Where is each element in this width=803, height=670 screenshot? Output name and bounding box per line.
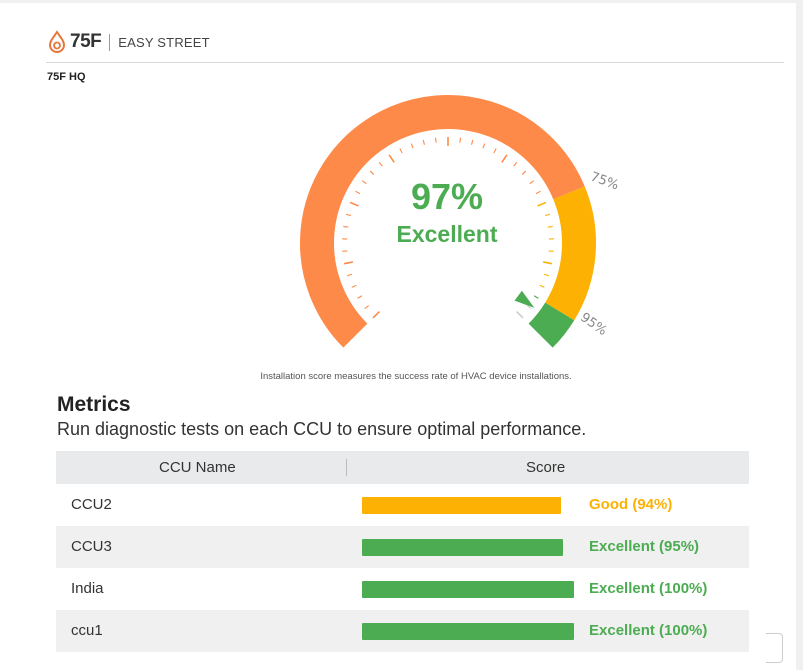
gauge-tick xyxy=(355,190,361,195)
gauge-tick xyxy=(493,148,497,154)
gauge-tick xyxy=(351,284,357,288)
gauge-tick xyxy=(537,201,547,207)
column-header-ccu-name[interactable]: CCU Name xyxy=(159,459,236,476)
gauge-tick xyxy=(345,213,351,217)
header-divider xyxy=(109,33,111,51)
gauge-tick xyxy=(399,148,403,154)
score-bar xyxy=(362,623,574,640)
gauge-tick xyxy=(357,295,363,299)
score-bar xyxy=(362,539,564,556)
brand-logo-text: 75F xyxy=(70,31,102,52)
table-row[interactable]: CCU2 Good (94%) xyxy=(56,484,749,526)
gauge-tick xyxy=(501,154,508,163)
gauge-caption: Installation score measures the success … xyxy=(260,371,572,382)
gauge-tick xyxy=(378,162,383,167)
gauge-tick xyxy=(513,162,518,167)
gauge-tick xyxy=(372,311,380,319)
gauge-tick xyxy=(482,143,486,149)
table-row[interactable]: CCU3 Excellent (95%) xyxy=(56,526,749,568)
ccu-name: ccu1 xyxy=(71,622,103,639)
gauge-tick xyxy=(459,137,462,143)
column-divider xyxy=(346,459,347,476)
gauge-tick xyxy=(516,311,524,319)
gauge-tick xyxy=(343,261,354,265)
gauge-tick xyxy=(364,305,370,310)
gauge-tick xyxy=(535,190,541,195)
gauge-tick xyxy=(471,139,474,145)
gauge-tick xyxy=(343,225,349,228)
score-grade: Excellent xyxy=(396,221,498,247)
gauge-tick xyxy=(388,154,395,163)
score-status: Excellent (100%) xyxy=(589,622,708,639)
gauge-tick xyxy=(361,180,367,185)
gauge-tick xyxy=(542,261,553,265)
score-percentage: 97% xyxy=(410,176,484,217)
table-row[interactable]: India Excellent (100%) xyxy=(56,568,749,610)
gauge-tick xyxy=(521,170,527,175)
gauge-pointer xyxy=(514,290,535,308)
ccu-name: India xyxy=(71,580,104,597)
flame-drop-icon xyxy=(48,30,66,53)
gauge-tick xyxy=(526,305,532,310)
gauge-tick xyxy=(533,295,539,299)
score-status: Excellent (95%) xyxy=(589,538,700,555)
gauge-tick xyxy=(539,284,545,288)
gauge-tick xyxy=(422,139,425,145)
gauge-tick xyxy=(545,213,551,217)
gauge-tick xyxy=(434,137,437,143)
dashboard-panel: 75F EASY STREET 75F HQ 75% 95% 97% Excel… xyxy=(0,3,796,670)
installation-score-gauge xyxy=(300,95,596,348)
gauge-band-high xyxy=(528,302,575,348)
site-name[interactable]: EASY STREET xyxy=(118,34,210,50)
header-divider-line xyxy=(46,62,784,63)
metrics-subtitle: Run diagnostic tests on each CCU to ensu… xyxy=(57,419,587,439)
scroll-handle[interactable] xyxy=(766,633,783,663)
table-row[interactable]: ccu1 Excellent (100%) xyxy=(56,610,749,652)
gauge-tick xyxy=(349,201,359,207)
gauge-score: 97% Excellent xyxy=(347,177,547,248)
gauge-tick xyxy=(347,273,353,277)
gauge-tick xyxy=(410,143,414,149)
score-status: Excellent (100%) xyxy=(589,580,708,597)
building-name: 75F HQ xyxy=(47,71,86,83)
column-header-score[interactable]: Score xyxy=(526,459,566,476)
gauge-tick xyxy=(543,273,549,277)
table-header: CCU Name Score xyxy=(56,451,749,484)
gauge-tick xyxy=(547,225,553,228)
metrics-title: Metrics xyxy=(57,393,131,416)
gauge-tick xyxy=(529,180,535,185)
ccu-name: CCU2 xyxy=(71,496,112,513)
gauge-band-low xyxy=(300,95,585,348)
score-status: Good (94%) xyxy=(589,496,673,513)
ccu-name: CCU3 xyxy=(71,538,112,555)
gauge-band-mid xyxy=(544,186,596,321)
ccu-metrics-table: CCU Name Score CCU2 Good (94%) CCU3 Exce… xyxy=(56,451,749,652)
site-header: 75F EASY STREET xyxy=(47,29,210,55)
gauge-tick xyxy=(369,170,375,175)
score-bar xyxy=(362,497,562,514)
score-bar xyxy=(362,581,574,598)
